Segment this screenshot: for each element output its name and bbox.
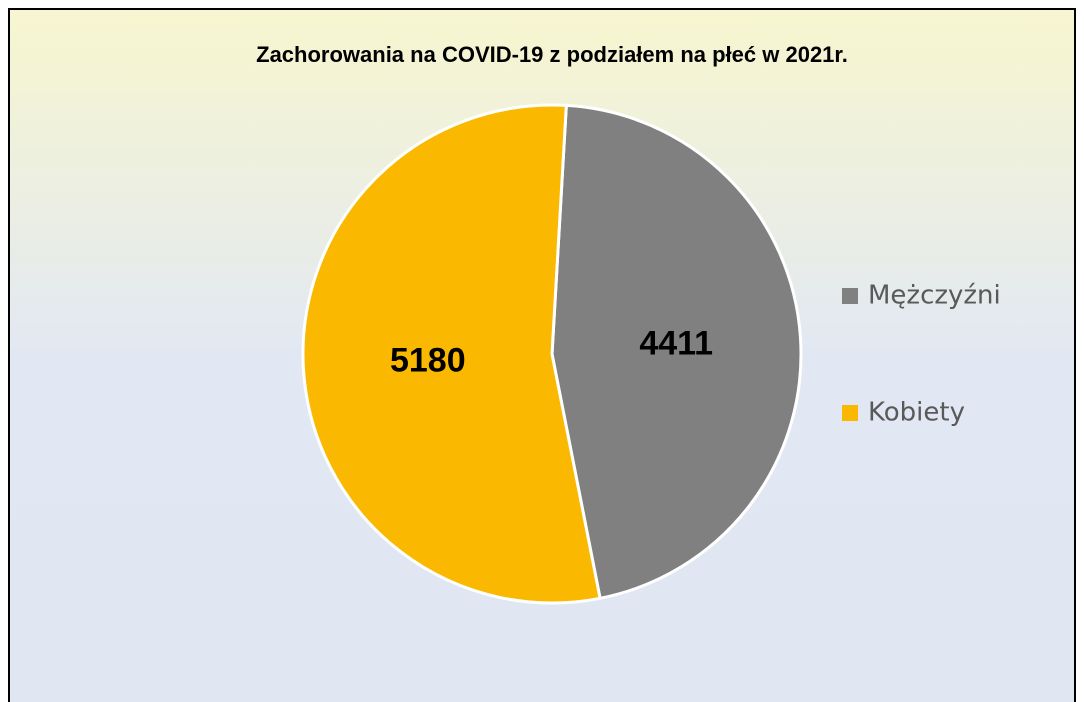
- data-label: 5180: [390, 341, 466, 379]
- pie-slice: [301, 103, 602, 605]
- data-label: 4411: [639, 324, 713, 362]
- pie-slice: [550, 103, 803, 601]
- legend-swatch: [842, 288, 858, 304]
- pie: 4411 5180: [301, 103, 803, 605]
- legend: Mężczyźni Kobiety: [842, 281, 1001, 428]
- legend-swatch: [842, 405, 858, 421]
- chart-title: Zachorowania na COVID-19 z podziałem na …: [256, 42, 848, 67]
- legend-label: Mężczyźni: [868, 281, 1001, 311]
- legend-label: Kobiety: [868, 398, 965, 428]
